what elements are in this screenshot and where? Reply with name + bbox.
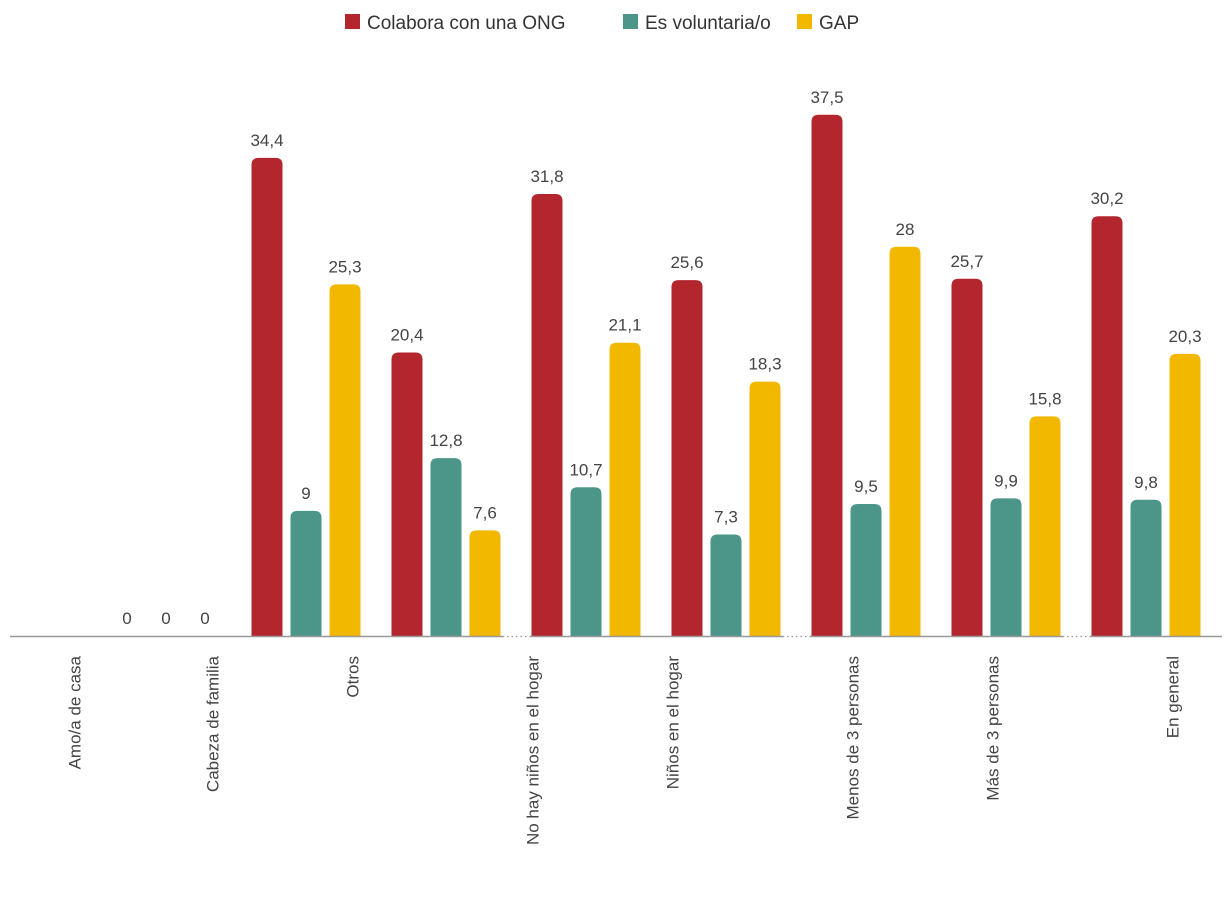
category-label-1: Amo/a de casa: [65, 655, 84, 769]
category-label-2: Cabeza de familia: [203, 655, 222, 792]
value-label-8-3: 20,3: [1168, 327, 1201, 346]
value-label-2-2: 9: [301, 484, 310, 503]
legend-swatch-2: [623, 14, 638, 29]
bar-3-2: [430, 458, 462, 636]
value-label-1-1: 0: [122, 609, 131, 628]
category-label-6: Menos de 3 personas: [843, 656, 862, 820]
bar-6-2: [850, 503, 882, 636]
bar-5-1: [671, 280, 703, 636]
bar-5-3: [749, 381, 781, 636]
legend-label-2: Es voluntaria/o: [645, 13, 771, 34]
legend-swatch-1: [345, 14, 360, 29]
bar-8-1: [1091, 216, 1123, 636]
legend-swatch-3: [797, 14, 812, 29]
value-label-2-3: 25,3: [328, 257, 361, 276]
bar-7-1: [951, 278, 983, 636]
bar-8-2: [1130, 499, 1162, 636]
bar-7-3: [1029, 416, 1061, 636]
bar-2-1: [251, 157, 283, 636]
bar-3-1: [391, 352, 423, 636]
bar-3-3: [469, 530, 501, 636]
value-label-8-2: 9,8: [1134, 473, 1158, 492]
bar-8-3: [1169, 353, 1201, 636]
value-label-4-3: 21,1: [608, 316, 641, 335]
bar-7-2: [990, 498, 1022, 636]
bars-layer: [251, 114, 1201, 637]
value-label-3-2: 12,8: [429, 431, 462, 450]
value-label-4-1: 31,8: [530, 167, 563, 186]
value-label-1-3: 0: [200, 609, 209, 628]
value-label-5-2: 7,3: [714, 508, 738, 527]
value-label-6-1: 37,5: [810, 88, 843, 107]
value-label-7-2: 9,9: [994, 471, 1018, 490]
value-label-7-3: 15,8: [1028, 389, 1061, 408]
value-label-5-1: 25,6: [670, 253, 703, 272]
category-label-8: En general: [1163, 656, 1182, 738]
category-labels-layer: Amo/a de casa Cabeza de familia Otros No ha…: [65, 655, 1182, 845]
value-label-7-1: 25,7: [950, 252, 983, 271]
chart-legend: Colabora con una ONG Es voluntaria/o GAP: [345, 13, 859, 34]
category-label-4: No hay niños en el hogar: [523, 656, 542, 845]
value-label-1-2: 0: [161, 609, 170, 628]
value-label-6-2: 9,5: [854, 477, 878, 496]
value-label-4-2: 10,7: [569, 460, 602, 479]
bar-6-3: [889, 246, 921, 637]
category-label-5: Niños en el hogar: [663, 656, 682, 790]
value-label-6-3: 28: [896, 220, 915, 239]
bar-4-1: [531, 193, 563, 637]
category-label-7: Más de 3 personas: [983, 656, 1002, 801]
bar-5-2: [710, 534, 742, 636]
bar-6-1: [811, 114, 843, 636]
bar-4-3: [609, 342, 641, 636]
bar-2-3: [329, 284, 361, 636]
value-label-3-1: 20,4: [390, 325, 423, 344]
value-label-8-1: 30,2: [1090, 189, 1123, 208]
category-label-3: Otros: [343, 656, 362, 698]
value-label-5-3: 18,3: [748, 355, 781, 374]
bar-4-2: [570, 487, 602, 636]
value-label-3-3: 7,6: [473, 503, 497, 522]
legend-label-3: GAP: [819, 13, 859, 34]
legend-label-1: Colabora con una ONG: [367, 13, 566, 34]
bar-2-2: [290, 510, 322, 636]
value-label-2-1: 34,4: [250, 131, 283, 150]
value-labels-layer: 0 0 0 34,4 9 25,3 20,4 12,8 7,6 31,8 10,7 21,1 25,6 7…: [122, 88, 1201, 628]
